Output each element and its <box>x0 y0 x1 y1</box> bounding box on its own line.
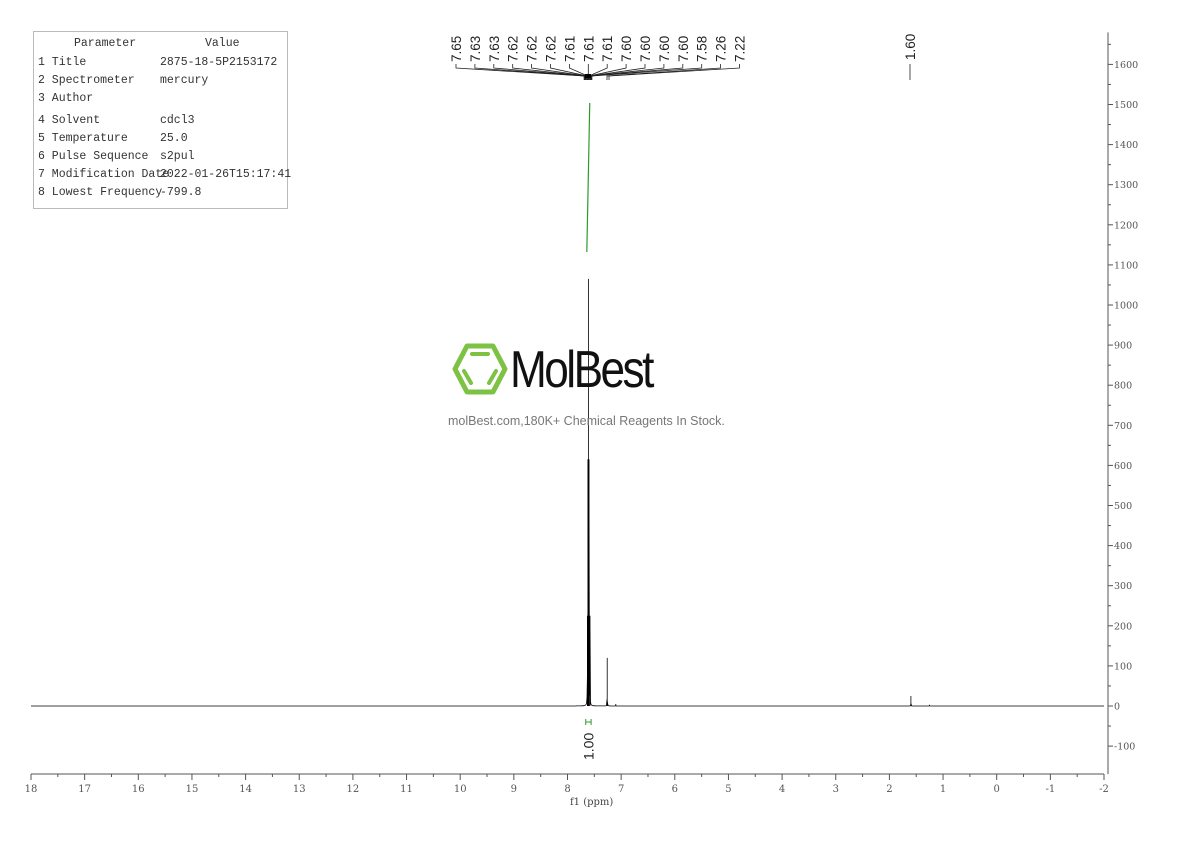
parameter-value: 25.0 <box>160 132 188 145</box>
peak-label: 7.60 <box>638 36 653 62</box>
y-tick-label: 100 <box>1114 661 1132 672</box>
parameter-header-key: Parameter <box>74 37 137 50</box>
peak-label: 7.26 <box>714 36 729 62</box>
y-tick-label: 300 <box>1114 581 1132 592</box>
peak-label-junction <box>585 74 591 78</box>
x-tick-label: 7 <box>618 784 624 795</box>
peak-label-connector <box>455 64 585 80</box>
peak-label: 7.60 <box>619 36 634 62</box>
peak-label-connector <box>606 64 721 80</box>
y-tick-label: 700 <box>1114 421 1132 432</box>
y-tick-label: -100 <box>1114 742 1135 753</box>
x-tick-label: -2 <box>1099 784 1109 795</box>
peak-label: 7.61 <box>600 36 615 62</box>
y-tick-label: 800 <box>1114 381 1132 392</box>
y-tick-label: 400 <box>1114 541 1132 552</box>
x-tick-label: 4 <box>779 784 785 795</box>
peak-label-connector <box>550 64 588 80</box>
integral-bracket <box>585 719 592 725</box>
x-tick-label: 12 <box>347 784 360 795</box>
integral-value-label: 1.00 <box>580 733 596 760</box>
peak-label: 1.60 <box>903 34 918 60</box>
parameter-value: cdcl3 <box>160 114 195 127</box>
peak-label: 7.61 <box>562 36 577 62</box>
peak-label-connector <box>608 64 740 80</box>
x-tick-label: 17 <box>78 784 91 795</box>
peak-label: 7.58 <box>695 36 710 62</box>
x-tick-label: 15 <box>186 784 199 795</box>
x-tick-label: 1 <box>940 784 946 795</box>
peak-label: 7.63 <box>487 36 502 62</box>
parameter-key: 5 Temperature <box>38 132 128 145</box>
y-tick-label: 900 <box>1114 341 1132 352</box>
peak-label: 7.60 <box>676 36 691 62</box>
peak-label: 7.22 <box>733 36 748 62</box>
y-tick-label: 1500 <box>1114 100 1138 111</box>
peak-label-connector <box>590 64 684 80</box>
x-tick-label: 16 <box>132 784 145 795</box>
x-tick-label: 13 <box>293 784 306 795</box>
parameter-value: s2pul <box>160 150 195 163</box>
y-tick-label: 1600 <box>1114 60 1138 71</box>
peak-label: 7.65 <box>449 36 464 62</box>
x-tick-label: 8 <box>564 784 570 795</box>
parameter-key: 8 Lowest Frequency <box>38 186 163 199</box>
x-axis-label: f1 (ppm) <box>570 797 613 808</box>
x-tick-label: 10 <box>454 784 467 795</box>
peak-label: 7.60 <box>657 36 672 62</box>
parameter-key: 2 Spectrometer <box>38 74 135 87</box>
parameter-key: 1 Title <box>38 56 87 69</box>
watermark-slogan: molBest.com,180K+ Chemical Reagents In S… <box>448 414 725 428</box>
spectrum-peak-cluster <box>587 459 590 706</box>
molbest-logo-icon <box>452 343 508 395</box>
parameter-key: 7 Modification Date <box>38 168 170 181</box>
parameter-value: 2022-01-26T15:17:41 <box>160 168 292 181</box>
parameter-value: -799.8 <box>160 186 202 199</box>
integral-curve <box>586 102 591 253</box>
x-tick-label: 2 <box>886 784 892 795</box>
peak-label: 7.61 <box>581 36 596 62</box>
y-tick-label: 1400 <box>1114 140 1138 151</box>
peak-label: 7.62 <box>525 36 540 62</box>
peak-label-connector <box>591 64 703 80</box>
parameter-header-value: Value <box>205 37 240 50</box>
y-tick-label: 500 <box>1114 501 1132 512</box>
peak-label-connector <box>474 64 586 80</box>
x-tick-label: 5 <box>725 784 731 795</box>
peak-label: 7.62 <box>544 36 559 62</box>
peak-label: 7.63 <box>468 36 483 62</box>
parameter-table: Parameter Value 1 Title 2875-18-5P2153172… <box>33 31 292 209</box>
y-tick-label: 1200 <box>1114 220 1138 231</box>
peak-label-connector <box>493 64 586 80</box>
x-tick-label: 9 <box>511 784 517 795</box>
x-tick-label: -1 <box>1045 784 1055 795</box>
y-tick-label: 600 <box>1114 461 1132 472</box>
x-tick-label: 18 <box>25 784 38 795</box>
peak-label-connector <box>589 64 627 80</box>
y-tick-label: 1300 <box>1114 180 1138 191</box>
parameter-value: mercury <box>160 74 209 87</box>
y-tick-label: 0 <box>1114 702 1120 713</box>
parameter-value: 2875-18-5P2153172 <box>160 56 278 69</box>
x-tick-label: 14 <box>239 784 252 795</box>
parameter-key: 6 Pulse Sequence <box>38 150 149 163</box>
y-tick-label: 1000 <box>1114 301 1138 312</box>
y-tick-label: 200 <box>1114 621 1132 632</box>
parameter-key: 3 Author <box>38 92 94 105</box>
x-tick-label: 0 <box>994 784 1000 795</box>
x-tick-label: 11 <box>400 784 413 795</box>
y-tick-label: 1100 <box>1114 260 1138 271</box>
parameter-key: 4 Solvent <box>38 114 101 127</box>
peak-label: 7.62 <box>506 36 521 62</box>
x-tick-label: 6 <box>672 784 678 795</box>
x-tick-label: 3 <box>833 784 839 795</box>
peak-label-connector <box>590 64 665 80</box>
watermark-brand: MolBest <box>510 341 654 399</box>
